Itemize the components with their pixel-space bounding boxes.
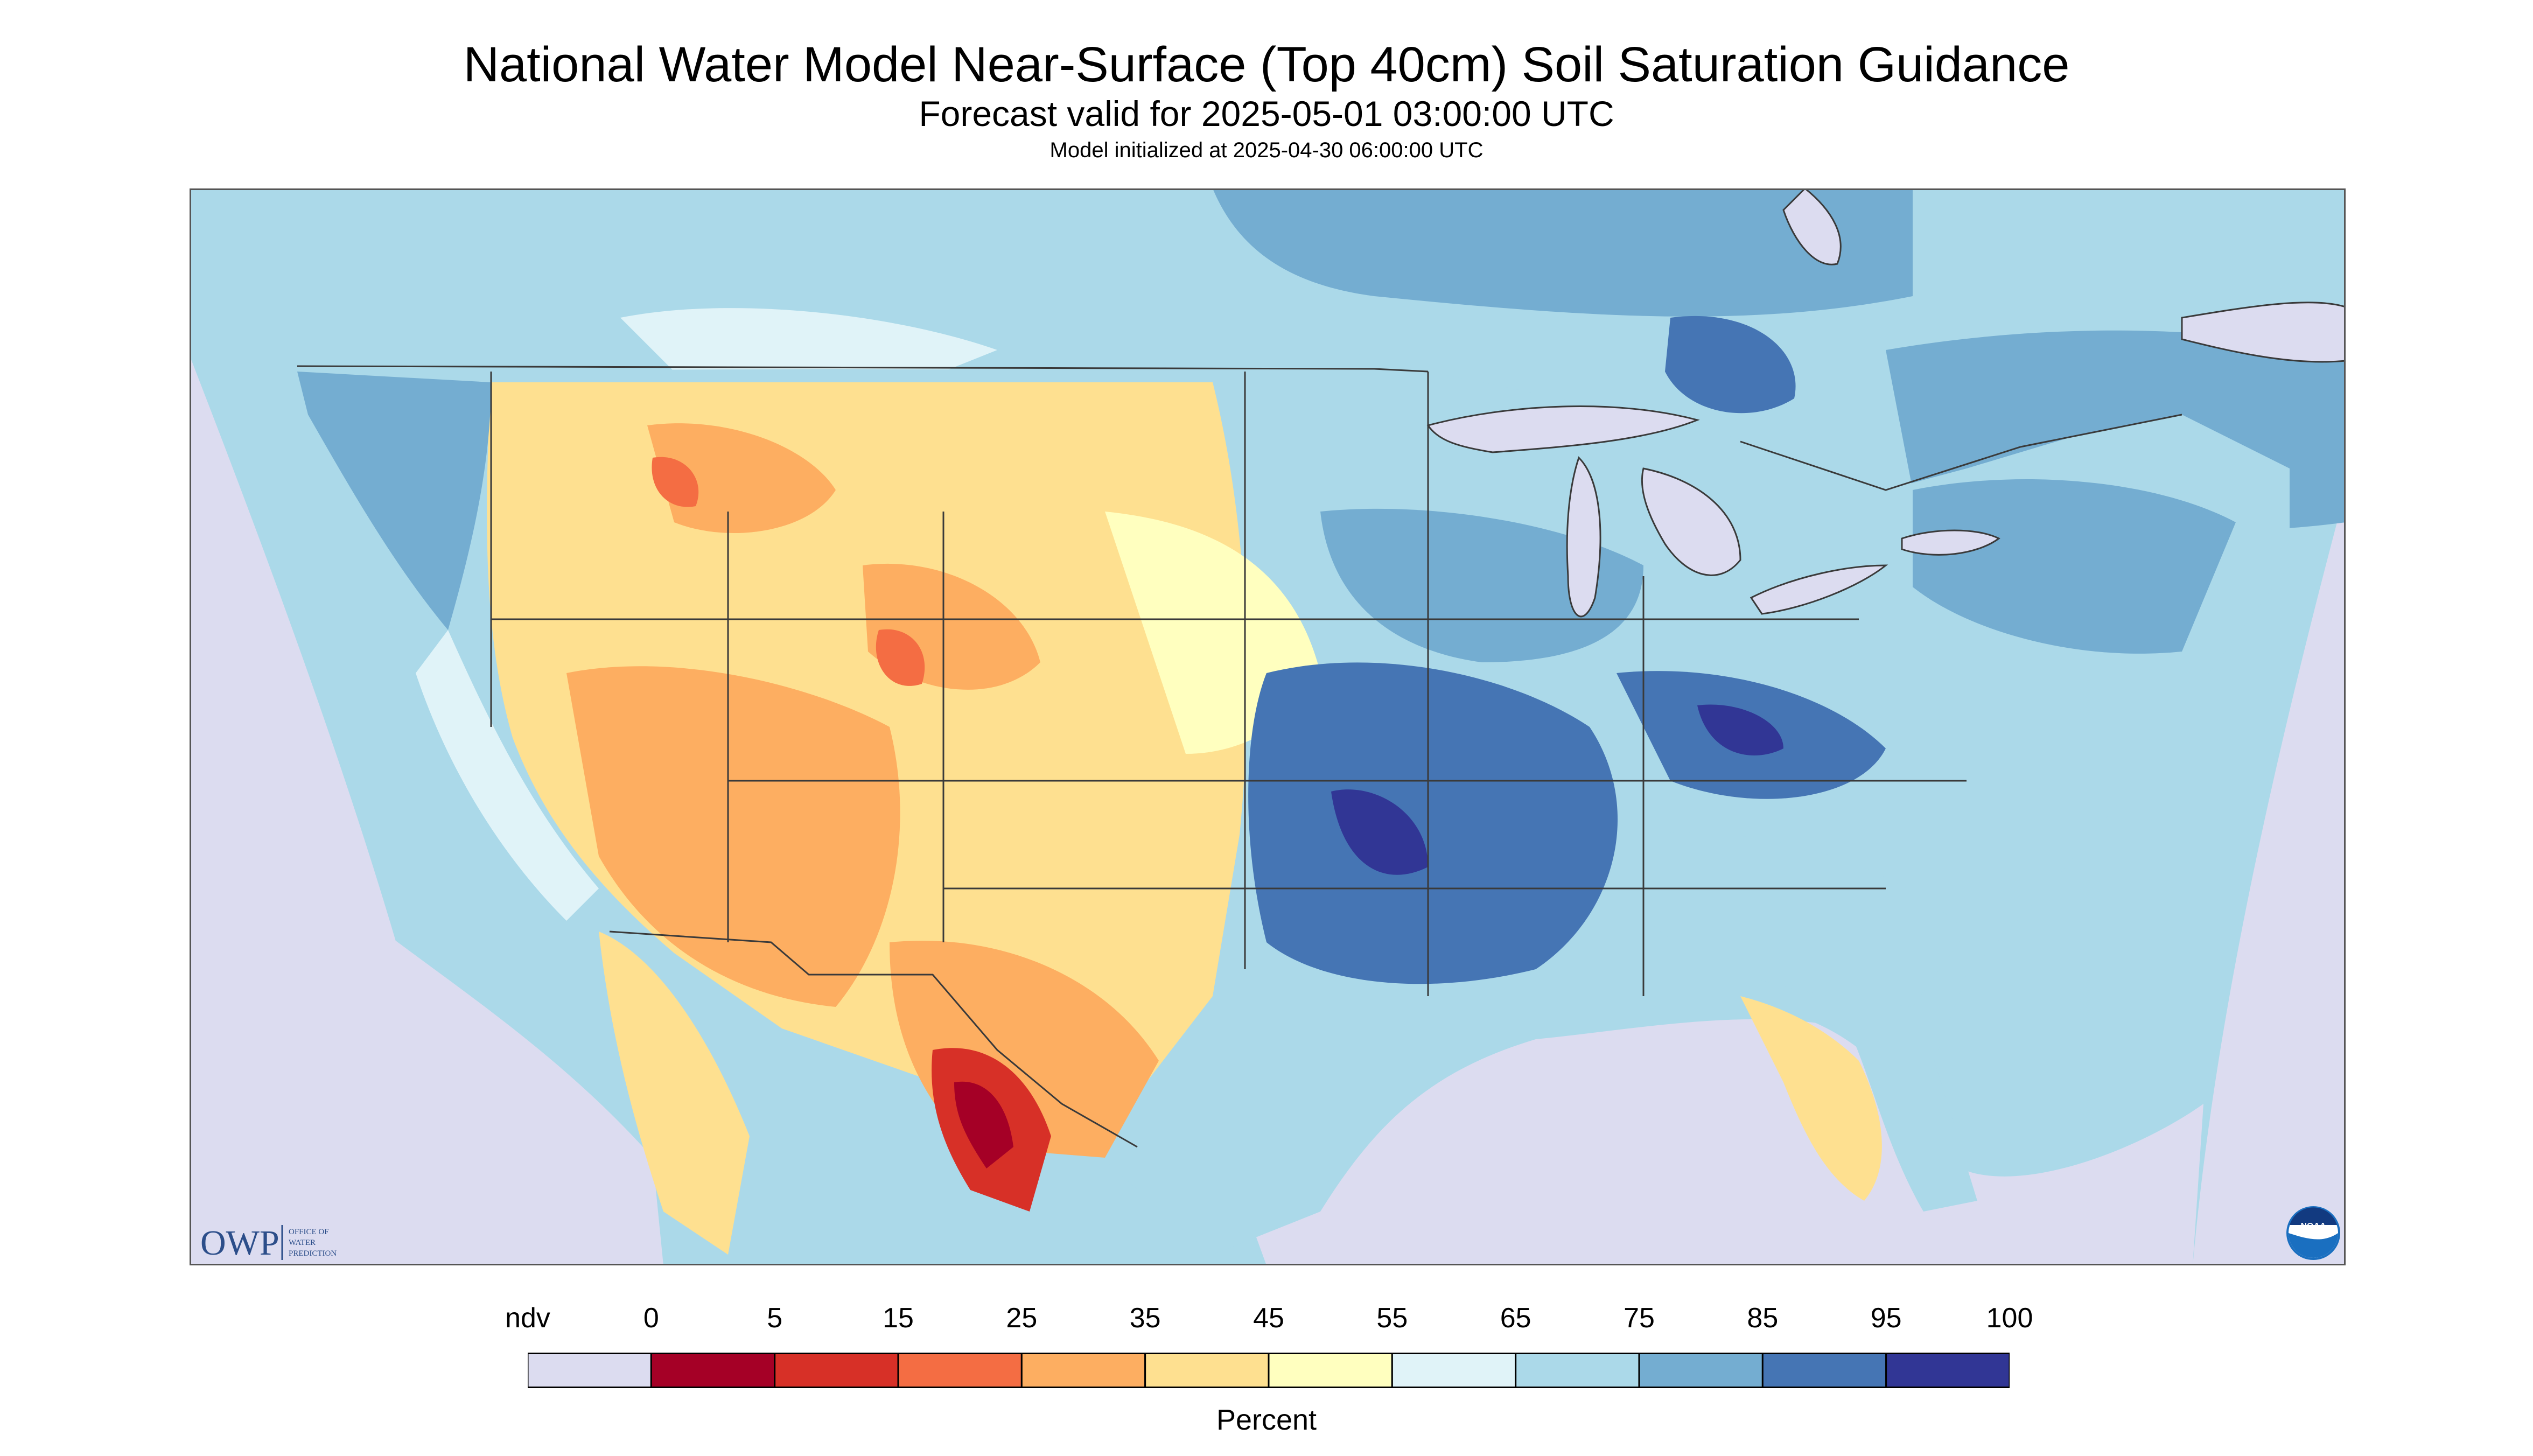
hudson-bay-region bbox=[1213, 188, 1913, 317]
pacific-northwest-blue bbox=[297, 372, 491, 630]
baja-yellow bbox=[599, 932, 750, 1255]
lake-ontario bbox=[1901, 529, 2000, 556]
legend-tick-5: 5 bbox=[767, 1303, 783, 1334]
owp-logo: OWP OFFICE OF WATER PREDICTION bbox=[200, 1223, 337, 1263]
no-data-pacific bbox=[383, 932, 663, 1265]
legend-tick-55: 55 bbox=[1376, 1303, 1408, 1334]
legend-swatch-55-65 bbox=[1391, 1353, 1517, 1388]
legend-tick-65: 65 bbox=[1500, 1303, 1531, 1334]
model-init-time: Model initialized at 2025-04-30 06:00:00… bbox=[1049, 138, 1484, 162]
legend-tick-ndv: ndv bbox=[505, 1303, 550, 1334]
mexico-deep-red bbox=[954, 1081, 1013, 1168]
legend-swatch-5-15 bbox=[774, 1353, 899, 1388]
southeast-light bbox=[1643, 832, 1967, 1007]
legend-swatch-25-35 bbox=[1020, 1353, 1146, 1388]
colorado-red bbox=[876, 629, 925, 686]
forecast-valid-time: Forecast valid for 2025-05-01 03:00:00 U… bbox=[919, 94, 1614, 134]
legend-tick-25: 25 bbox=[1006, 1303, 1038, 1334]
page-title: National Water Model Near-Surface (Top 4… bbox=[463, 37, 2070, 92]
legend-tick-75: 75 bbox=[1624, 1303, 1655, 1334]
no-data-west bbox=[190, 355, 470, 1265]
us-mexico-border bbox=[609, 930, 1138, 1148]
lake-huron bbox=[1641, 467, 1741, 576]
legend-tick-85: 85 bbox=[1747, 1303, 1779, 1334]
owp-caption-line-3: PREDICTION bbox=[289, 1249, 337, 1258]
prairie-dry-canada bbox=[620, 308, 997, 372]
legend-swatch-35-45 bbox=[1144, 1353, 1270, 1388]
legend-tick-0: 0 bbox=[643, 1303, 659, 1334]
lake-michigan bbox=[1566, 456, 1601, 618]
legend-colorbar bbox=[528, 1353, 2010, 1388]
no-data-east bbox=[2193, 490, 2346, 1265]
legend-swatch-ndv bbox=[528, 1353, 652, 1388]
legend-swatch-95-100 bbox=[1885, 1353, 2010, 1388]
james-bay bbox=[1782, 188, 1842, 265]
legend-swatch-75-85 bbox=[1638, 1353, 1764, 1388]
idaho-red bbox=[652, 457, 699, 507]
owp-caption-line-1: OFFICE OF bbox=[289, 1228, 329, 1236]
ozarks-deep-blue bbox=[1331, 789, 1428, 875]
legend-swatch-65-75 bbox=[1515, 1353, 1640, 1388]
us-canada-border bbox=[297, 365, 2182, 491]
legend-tick-95: 95 bbox=[1870, 1303, 1902, 1334]
owp-caption-line-2: WATER bbox=[289, 1238, 316, 1247]
lake-superior bbox=[1426, 405, 1700, 453]
florida-yellow bbox=[1740, 996, 1882, 1201]
legend-tick-15: 15 bbox=[883, 1303, 914, 1334]
boundaries bbox=[297, 365, 2182, 1148]
legend-swatch-15-25 bbox=[897, 1353, 1023, 1388]
map-frame bbox=[190, 188, 2346, 1265]
noaa-logo: NOAA bbox=[2286, 1206, 2340, 1260]
california-coast-light bbox=[416, 630, 599, 921]
legend-swatch-85-95 bbox=[1761, 1353, 1887, 1388]
lake-erie bbox=[1750, 564, 1888, 615]
midwest-blue bbox=[1320, 508, 1643, 662]
southwest-orange bbox=[566, 666, 900, 1007]
legend-tick-35: 35 bbox=[1129, 1303, 1161, 1334]
legend-swatch-0-5 bbox=[650, 1353, 776, 1388]
legend-tick-45: 45 bbox=[1253, 1303, 1284, 1334]
plains-blue bbox=[1248, 662, 1618, 984]
owp-logo-text: OWP bbox=[200, 1223, 279, 1263]
legend-swatch-45-55 bbox=[1268, 1353, 1393, 1388]
soil-saturation-map: OWP OFFICE OF WATER PREDICTION NOAA bbox=[190, 188, 2346, 1265]
legend-units-label: Percent bbox=[1216, 1404, 1317, 1436]
st-lawrence-gulf bbox=[2181, 302, 2346, 363]
northeast-blue bbox=[1913, 479, 2236, 654]
noaa-logo-text: NOAA bbox=[2300, 1222, 2326, 1231]
legend-tick-100: 100 bbox=[1986, 1303, 2033, 1334]
ontario-wet-area bbox=[1665, 316, 1796, 414]
kentucky-deep-blue bbox=[1697, 704, 1783, 756]
